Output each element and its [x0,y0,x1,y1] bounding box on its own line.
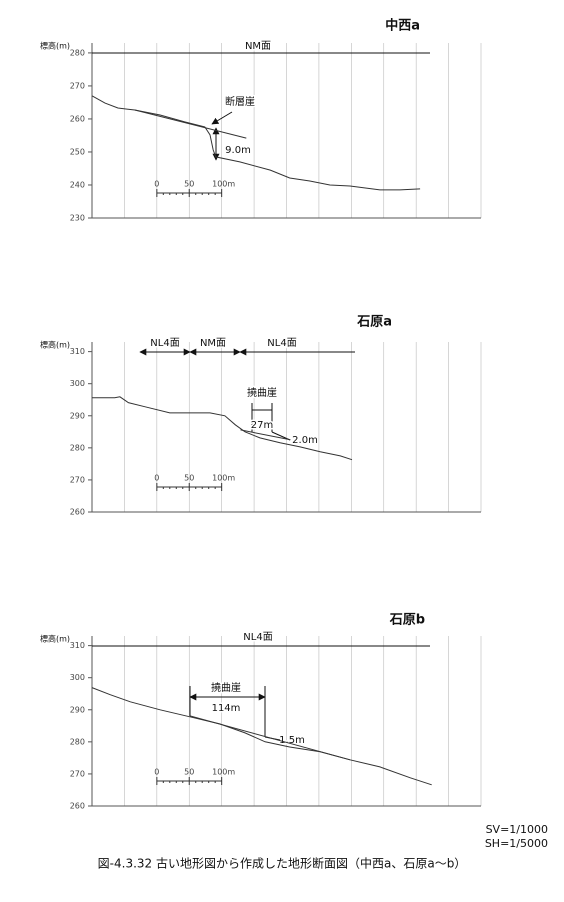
annotation: 撓曲崖 [211,682,241,694]
y-tick-label: 250 [70,147,85,156]
y-tick-label: 280 [70,737,85,746]
y-tick-label: 240 [70,180,85,189]
annotation: 断層崖 [225,95,255,108]
y-tick-label: 270 [70,81,85,90]
annotation: 撓曲崖 [247,387,277,399]
chart-title: 中西a [385,18,420,34]
y-tick-label: 260 [70,508,85,517]
y-tick-label: 270 [70,475,85,484]
profile-line [134,109,247,139]
scale-label: 50 [184,474,194,483]
profile-line [240,429,291,441]
y-axis-label: 標高(m) [40,634,70,644]
y-tick-label: 270 [70,769,85,778]
y-tick-label: 300 [70,673,85,682]
scale-label: 50 [184,180,194,189]
y-tick-label: 230 [70,214,85,223]
y-tick-label: 260 [70,802,85,811]
annotation: NL4面 [243,632,272,643]
note: SV=1/1000 [486,823,548,836]
y-tick-label: 280 [70,48,85,57]
chart-title: 石原b [389,613,425,628]
profile-line [91,687,432,786]
scale-label: 0 [154,474,159,483]
y-tick-label: 260 [70,114,85,123]
annotation: NM面 [245,41,271,52]
annotation-line [211,111,233,125]
profile-line [189,715,351,761]
annotation: 1.5m [279,735,305,746]
profile-line [91,95,421,191]
annotation: 114m [212,703,241,714]
annotation: 27m [251,420,273,431]
note: SH=1/5000 [485,837,548,850]
annotation: NM面 [200,338,226,349]
caption: 図-4.3.32 古い地形図から作成した地形断面図（中西a、石原a～b） [98,856,467,871]
annotation: NL4面 [267,338,296,349]
profile-line [92,396,353,461]
scale-label: 0 [154,180,159,189]
y-tick-label: 300 [70,379,85,388]
scale-label: 100m [212,474,235,483]
y-tick-label: 280 [70,443,85,452]
chart-title: 石原a [356,315,392,330]
y-tick-label: 290 [70,705,85,714]
scale-label: 100m [212,180,235,189]
scale-label: 0 [154,768,159,777]
scale-label: 50 [184,768,194,777]
annotation: 9.0m [225,145,251,156]
y-tick-label: 290 [70,411,85,420]
annotation: 2.0m [292,435,318,446]
y-tick-label: 310 [70,347,85,356]
annotation: NL4面 [150,338,179,349]
y-tick-label: 310 [70,641,85,650]
scale-label: 100m [212,768,235,777]
y-axis-label: 標高(m) [40,340,70,350]
y-axis-label: 標高(m) [40,41,70,51]
